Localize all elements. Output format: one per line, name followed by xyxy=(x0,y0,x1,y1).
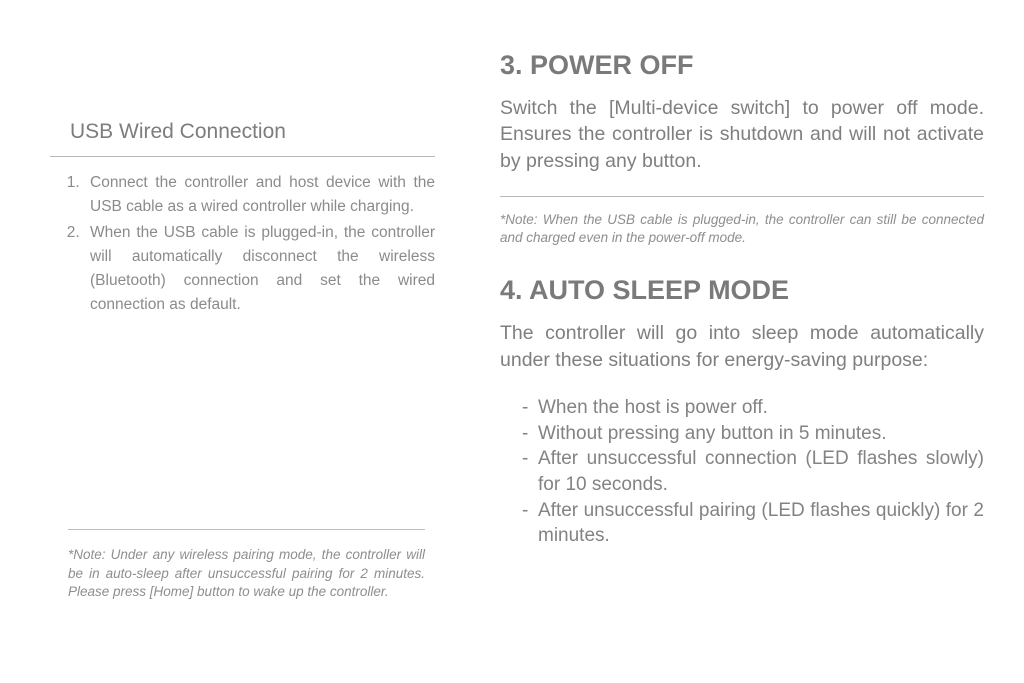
usb-section-title: USB Wired Connection xyxy=(50,120,435,156)
divider xyxy=(500,196,984,197)
section-4-body: The controller will go into sleep mode a… xyxy=(500,320,984,373)
list-item: When the host is power off. xyxy=(522,395,984,421)
list-item: Without pressing any button in 5 minutes… xyxy=(522,421,984,447)
divider xyxy=(50,156,435,157)
list-item: After unsuccessful pairing (LED flashes … xyxy=(522,498,984,549)
left-note-block: *Note: Under any wireless pairing mode, … xyxy=(68,529,425,601)
right-column: 3. POWER OFF Switch the [Multi-device sw… xyxy=(485,0,1024,683)
divider xyxy=(68,529,425,530)
section-4-title: 4. AUTO SLEEP MODE xyxy=(500,275,984,306)
left-column: USB Wired Connection Connect the control… xyxy=(0,0,485,683)
section-3-note: *Note: When the USB cable is plugged-in,… xyxy=(500,211,984,247)
usb-steps-list: Connect the controller and host device w… xyxy=(50,171,435,317)
section-3-title: 3. POWER OFF xyxy=(500,50,984,81)
list-item: When the USB cable is plugged-in, the co… xyxy=(84,221,435,317)
list-item: Connect the controller and host device w… xyxy=(84,171,435,219)
note-text: *Note: Under any wireless pairing mode, … xyxy=(68,546,425,601)
sleep-conditions-list: When the host is power off. Without pres… xyxy=(500,395,984,549)
section-3-body: Switch the [Multi-device switch] to powe… xyxy=(500,95,984,174)
list-item: After unsuccessful connection (LED flash… xyxy=(522,446,984,497)
